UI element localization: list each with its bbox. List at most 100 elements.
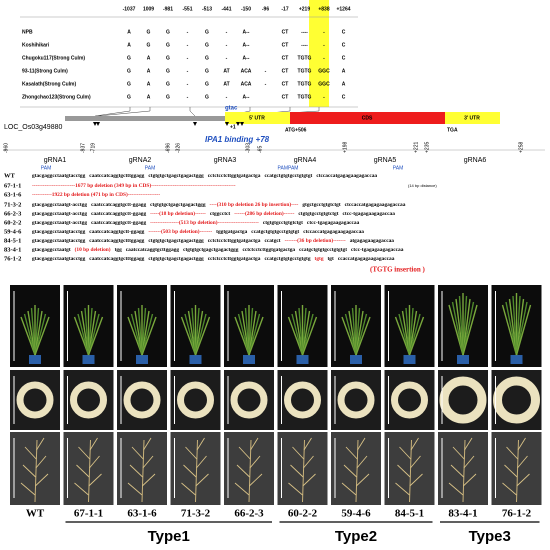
site-marker — [225, 122, 229, 126]
panicle-branch — [343, 464, 357, 478]
photo-label: 59-4-6 — [341, 508, 371, 520]
leaf — [194, 316, 211, 356]
sequence-part: ctccaccatgagagaagagaccaa — [345, 202, 406, 208]
column-header: +219 — [299, 6, 310, 12]
sequence-part: gtacgaggcctaatgt-acctgg — [32, 202, 87, 208]
panicle-branch — [292, 446, 305, 460]
position: -937 — [80, 143, 86, 153]
sequence-part: gtacgaggcctaatgtacctgg — [32, 229, 86, 235]
sequence-part: ccatgctgtgtgcctgtgtg — [264, 256, 310, 262]
panicle-branch — [35, 455, 47, 469]
highlight-column — [309, 0, 329, 107]
grna: gRNA2 — [129, 157, 152, 164]
column-header: -150 — [241, 6, 251, 12]
leaf — [34, 316, 50, 356]
sequence-part: cctctcctcttggtgatgactga — [242, 247, 295, 253]
panicle-axis — [462, 439, 466, 503]
sequence-part: ctgtgtgcctgtgtctgt — [263, 220, 303, 226]
cell: C — [342, 94, 346, 100]
sequence-part: ctcc-tgagagaagagaccaa — [307, 220, 360, 226]
sequence-part: gtacgaggcctaatgt-acctgg — [32, 211, 87, 217]
sequence-part: caatccatcaggtgcttggagg — [126, 247, 180, 253]
panicle-branch — [410, 455, 421, 469]
sequence-part: cctctcctcttggtgatgactga — [208, 256, 261, 262]
row-name: Chugoku117(Strong Culm) — [22, 55, 85, 61]
grna: gRNA6 — [464, 157, 487, 164]
position: -303 — [245, 143, 251, 153]
leaf — [355, 313, 368, 356]
panicle-branch — [24, 446, 37, 460]
sequence-part: atgagagaagagaccaa — [350, 238, 395, 244]
site-marker — [93, 122, 97, 126]
leaf — [462, 304, 478, 356]
culm-ring — [337, 381, 375, 419]
pot — [403, 355, 416, 364]
sequence-part: ------(286 bp deletion)------ — [234, 210, 294, 217]
sequence: gtacgaggcctaatgt-acctgg caatccatcaggtgctt… — [32, 201, 406, 208]
row-name: Koshihikari — [22, 42, 50, 48]
panicle-branch — [345, 446, 358, 460]
column-header: +838 — [318, 6, 329, 12]
strain: 83-4-1 — [4, 246, 21, 253]
sequence: -----------1922 bp deletion (471 bp in C… — [32, 191, 160, 198]
cell: ACA — [241, 68, 252, 74]
sequence-part: ctgtgtgctgagctgagactggg — [150, 202, 206, 208]
cell: TGTG — [298, 68, 312, 74]
panicle-axis — [355, 439, 359, 503]
panicle-branch — [238, 446, 251, 460]
panicle-branch — [464, 437, 473, 451]
cell: A — [147, 68, 151, 74]
panicle-axis — [88, 439, 91, 503]
photo-label: WT — [26, 508, 45, 520]
cell: ---- — [301, 29, 308, 35]
sequence-part: gtacgaggcctaatgtacctgg — [32, 256, 86, 262]
grna: gRNA3 — [214, 157, 237, 164]
strain: 60-2-2 — [4, 219, 21, 226]
pot — [189, 355, 202, 364]
position: -719 — [90, 143, 96, 153]
cell: A — [342, 68, 346, 74]
pot — [29, 355, 41, 364]
sequence-part: tgtg — [315, 256, 324, 262]
cell: - — [226, 55, 228, 61]
site-marker — [236, 122, 240, 126]
sequence-part: caatccatcaggtgctttggagg — [89, 256, 144, 262]
panicle-branch — [502, 482, 517, 496]
strain: 66-2-3 — [4, 210, 22, 217]
sequence-part: caatccatcaggtgctt-ggagg — [89, 229, 144, 235]
sequence-part: ctccaccatgagagaagagaccaa — [316, 173, 377, 179]
sequence-part: gtacgaggcctaatgt — [32, 247, 71, 253]
leaf — [87, 316, 104, 356]
column-header: +1264 — [336, 6, 350, 12]
panicle-branch — [36, 437, 45, 451]
sequence-part: ctgtgtgctgagctgagactggg — [148, 238, 204, 244]
leaf — [301, 313, 314, 356]
cell: G — [166, 68, 170, 74]
culm-ring — [230, 381, 268, 419]
panicle-branch — [303, 437, 312, 451]
panicle-branch — [450, 464, 464, 478]
utr5-box — [225, 112, 290, 124]
type-label: Type1 — [148, 528, 190, 545]
panicle-branch — [357, 437, 366, 451]
pam: PAMPAM — [278, 165, 299, 171]
sequence: gtacgaggcctaatgt-acctgg caatccatcaggtgctt… — [32, 219, 360, 226]
cell: A — [342, 81, 346, 87]
panicle-branch — [448, 482, 464, 496]
sequence-part: caatccatcaggtgctttggagg — [89, 173, 144, 179]
column-header: 1009 — [143, 6, 154, 12]
cell: A-- — [243, 29, 250, 35]
sequence-part: gtgctgcctgtgtctgt — [302, 202, 341, 208]
insertion-note: (TGTG insertion ) — [370, 266, 426, 274]
panicle-axis — [516, 439, 519, 503]
leaf — [408, 313, 421, 356]
panicle-branch — [290, 464, 304, 478]
sequence-part: ctgtgtgctgagctgagactggg — [148, 173, 204, 179]
cell: G — [205, 94, 209, 100]
position: +221 — [413, 142, 419, 153]
sequence-part: ctccaccatgagagaagagaccaa — [303, 229, 364, 235]
panicle-axis — [34, 439, 38, 503]
panicle-branch — [129, 464, 143, 478]
sequence-part: ccatgctgtgtgcctgtgtgt — [251, 229, 299, 235]
sequence-part: cctctcctcttggtgatgactga — [208, 173, 261, 179]
